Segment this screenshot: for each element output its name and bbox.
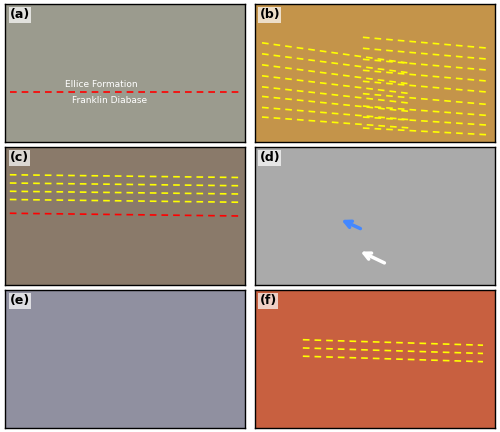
Text: (b): (b) <box>260 9 280 22</box>
Text: (d): (d) <box>260 151 280 165</box>
Text: (e): (e) <box>10 294 30 307</box>
Text: Ellice Formation: Ellice Formation <box>65 79 138 89</box>
Text: Franklin Diabase: Franklin Diabase <box>72 96 148 105</box>
Text: (a): (a) <box>10 9 30 22</box>
Text: (f): (f) <box>260 294 277 307</box>
Text: (c): (c) <box>10 151 29 165</box>
